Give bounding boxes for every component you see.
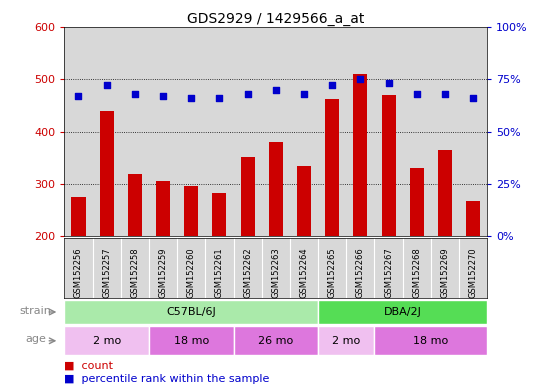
Text: GSM152270: GSM152270 bbox=[469, 247, 478, 298]
Point bbox=[102, 83, 111, 89]
Bar bbox=[241, 157, 255, 236]
Point bbox=[440, 91, 449, 97]
Bar bbox=[100, 111, 114, 236]
Text: GSM152265: GSM152265 bbox=[328, 247, 337, 298]
Text: GSM152263: GSM152263 bbox=[271, 247, 281, 298]
Bar bbox=[325, 99, 339, 236]
Point bbox=[130, 91, 139, 97]
Bar bbox=[318, 300, 487, 324]
Text: ■  percentile rank within the sample: ■ percentile rank within the sample bbox=[64, 374, 270, 384]
Bar bbox=[410, 168, 424, 236]
Text: GSM152259: GSM152259 bbox=[158, 247, 167, 298]
Point bbox=[187, 95, 196, 101]
Bar bbox=[212, 193, 226, 236]
Point bbox=[300, 91, 309, 97]
Text: GSM152269: GSM152269 bbox=[440, 247, 450, 298]
Text: GSM152262: GSM152262 bbox=[243, 247, 252, 298]
Bar bbox=[156, 181, 170, 236]
Text: GSM152267: GSM152267 bbox=[384, 247, 393, 298]
Bar bbox=[234, 326, 318, 355]
Text: GSM152256: GSM152256 bbox=[74, 247, 83, 298]
Text: age: age bbox=[25, 334, 46, 344]
Point bbox=[328, 83, 337, 89]
Point bbox=[215, 95, 224, 101]
Text: ■  count: ■ count bbox=[64, 361, 113, 371]
Bar bbox=[149, 326, 234, 355]
Text: 18 mo: 18 mo bbox=[174, 336, 209, 346]
Point bbox=[469, 95, 478, 101]
Text: GSM152260: GSM152260 bbox=[186, 247, 196, 298]
Point bbox=[243, 91, 252, 97]
Text: GSM152266: GSM152266 bbox=[356, 247, 365, 298]
Point bbox=[412, 91, 421, 97]
Point bbox=[158, 93, 167, 99]
Bar bbox=[64, 326, 149, 355]
Bar bbox=[184, 187, 198, 236]
Text: GSM152258: GSM152258 bbox=[130, 247, 139, 298]
Text: strain: strain bbox=[20, 306, 52, 316]
Bar bbox=[297, 166, 311, 236]
Text: 2 mo: 2 mo bbox=[332, 336, 361, 346]
Text: GSM152257: GSM152257 bbox=[102, 247, 111, 298]
Text: 2 mo: 2 mo bbox=[92, 336, 121, 346]
Text: GSM152261: GSM152261 bbox=[215, 247, 224, 298]
Bar bbox=[318, 326, 375, 355]
Bar bbox=[72, 197, 86, 236]
Point bbox=[74, 93, 83, 99]
Text: 26 mo: 26 mo bbox=[258, 336, 293, 346]
Text: GSM152264: GSM152264 bbox=[300, 247, 309, 298]
Bar bbox=[381, 95, 395, 236]
Point bbox=[356, 76, 365, 82]
Bar bbox=[64, 300, 318, 324]
Bar bbox=[375, 326, 487, 355]
Bar bbox=[128, 174, 142, 236]
Text: 18 mo: 18 mo bbox=[413, 336, 449, 346]
Point bbox=[271, 87, 280, 93]
Bar bbox=[466, 200, 480, 236]
Bar bbox=[269, 142, 283, 236]
Bar bbox=[353, 74, 367, 236]
Text: DBA/2J: DBA/2J bbox=[384, 307, 422, 317]
Point bbox=[384, 80, 393, 86]
Bar bbox=[438, 150, 452, 236]
Text: GDS2929 / 1429566_a_at: GDS2929 / 1429566_a_at bbox=[187, 12, 365, 25]
Text: GSM152268: GSM152268 bbox=[412, 247, 421, 298]
Text: C57BL/6J: C57BL/6J bbox=[166, 307, 216, 317]
